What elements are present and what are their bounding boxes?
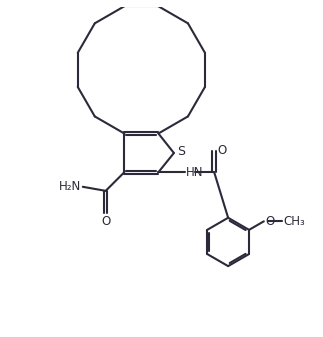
Text: CH₃: CH₃ xyxy=(284,215,306,228)
Text: H₂N: H₂N xyxy=(59,180,81,193)
Text: O: O xyxy=(266,215,275,228)
Text: HN: HN xyxy=(186,166,204,179)
Text: S: S xyxy=(178,145,186,158)
Text: O: O xyxy=(217,144,226,157)
Text: O: O xyxy=(101,215,110,228)
